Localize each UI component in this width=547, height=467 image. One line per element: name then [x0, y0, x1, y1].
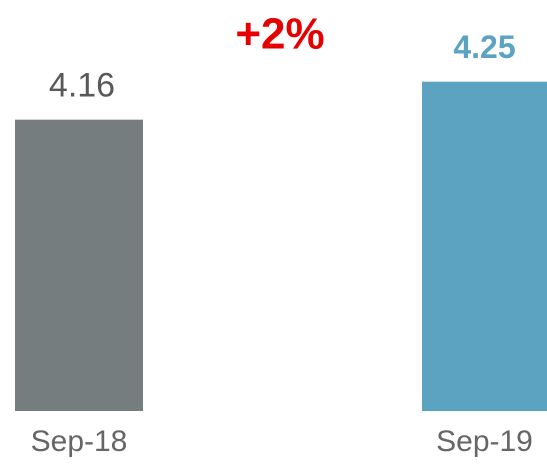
data-label: 4.16	[49, 67, 115, 105]
change-annotation: +2%	[235, 10, 324, 59]
x-tick-label: Sep-19	[436, 425, 533, 458]
x-tick-label: Sep-18	[31, 425, 128, 458]
data-label: 4.25	[453, 29, 515, 65]
bar	[15, 119, 143, 412]
bar	[422, 81, 547, 412]
